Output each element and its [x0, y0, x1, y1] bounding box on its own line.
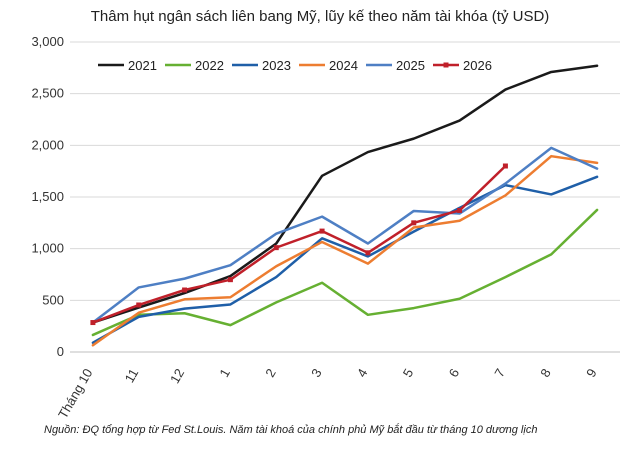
series-line-2026: [91, 164, 507, 324]
x-tick-label: 5: [400, 366, 417, 380]
y-tick-label: 0: [57, 344, 64, 359]
legend-label-2024: 2024: [329, 58, 358, 73]
gridlines: [70, 41, 620, 353]
data-point-2026: [90, 320, 96, 326]
y-tick-label: 2,000: [31, 137, 64, 152]
legend: 2021 2022 2023 2024 2025 2026: [98, 58, 492, 73]
data-point-2026: [182, 287, 188, 293]
legend-label-2026: 2026: [463, 58, 492, 73]
series-line-2021: [91, 64, 599, 324]
legend-label-2022: 2022: [195, 58, 224, 73]
x-tick-label: 12: [167, 366, 187, 386]
chart-title: Thâm hụt ngân sách liên bang Mỹ, lũy kế …: [90, 8, 550, 25]
legend-marker-2026: [443, 62, 449, 68]
x-tick-label: 9: [583, 366, 600, 380]
data-point-2026: [502, 163, 508, 169]
x-tick-label: 7: [491, 366, 508, 380]
x-tick-label: 11: [122, 366, 142, 385]
y-tick-label: 1,500: [31, 189, 64, 204]
x-tick-label: 2: [262, 366, 279, 380]
series-line-2023: [91, 175, 599, 344]
data-point-2026: [273, 245, 279, 251]
series-lines: [90, 64, 599, 347]
data-point-2026: [319, 228, 325, 234]
y-tick-label: 500: [42, 292, 64, 307]
data-point-2026: [365, 250, 371, 256]
x-tick-label: 6: [446, 366, 463, 380]
data-point-2026: [136, 302, 142, 308]
x-tick-label: Tháng 10: [55, 366, 95, 421]
x-tick-label: 3: [308, 366, 325, 380]
data-point-2026: [411, 220, 417, 226]
legend-label-2021: 2021: [128, 58, 157, 73]
y-tick-label: 3,000: [31, 34, 64, 49]
x-tick-label: 8: [537, 366, 554, 380]
series-line-2025: [91, 146, 599, 324]
legend-label-2023: 2023: [262, 58, 291, 73]
data-point-2026: [227, 277, 233, 283]
y-tick-label: 2,500: [31, 86, 64, 101]
legend-label-2025: 2025: [396, 58, 425, 73]
series-line-2024: [91, 154, 599, 347]
x-tick-label: 1: [216, 366, 233, 380]
x-tick-label: 4: [354, 366, 371, 380]
y-axis: 0 500 1,000 1,500 2,000 2,500 3,000: [31, 34, 64, 359]
series-line-2022: [91, 208, 599, 337]
x-axis: Tháng 10 11 12 1 2 3 4 5 6 7 8 9: [55, 351, 620, 421]
y-tick-label: 1,000: [31, 241, 64, 256]
data-point-2026: [457, 207, 463, 213]
source-note: Nguồn: ĐQ tổng hợp từ Fed St.Louis. Năm …: [44, 424, 538, 436]
